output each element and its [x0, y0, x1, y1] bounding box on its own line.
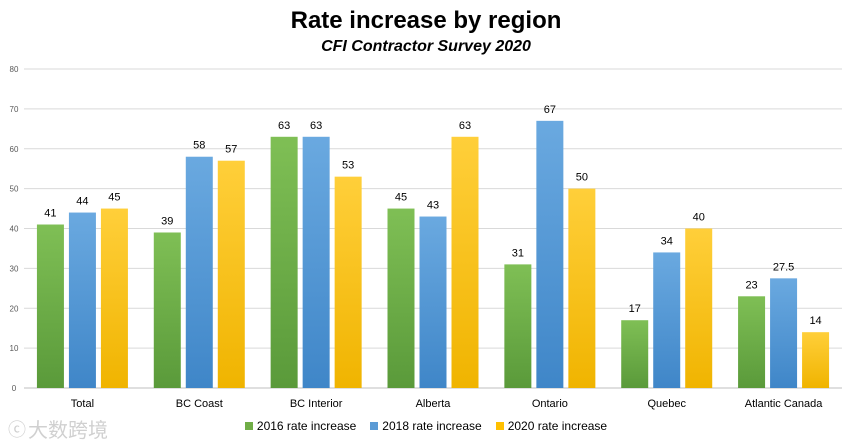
x-tick-label: Atlantic Canada	[745, 398, 824, 410]
y-tick-label: 80	[10, 65, 19, 74]
y-tick-label: 50	[10, 185, 19, 194]
x-tick-label: BC Coast	[176, 398, 223, 410]
chart-title: Rate increase by region	[290, 7, 562, 34]
bar-2018	[536, 120, 564, 389]
bar-2018	[653, 252, 681, 388]
bar-2016	[738, 296, 766, 388]
data-label: 67	[544, 104, 556, 116]
bar-2016	[504, 264, 532, 388]
legend-label-2018: 2018 rate increase	[382, 419, 482, 433]
bar-2020	[100, 208, 128, 388]
y-axis: 0 10 20 30 40 50 60 70 80	[10, 65, 19, 393]
data-labels: 41 44 45 39 58 57 63 63 53 45 43 63 31 67 50 17 34 40 23 27…	[44, 104, 821, 327]
legend-label-2016: 2016 rate increase	[256, 419, 357, 433]
watermark-text: 大数跨境	[28, 420, 108, 442]
data-label: 34	[661, 235, 673, 247]
bar-2020	[802, 332, 830, 388]
bar-2018	[185, 156, 213, 388]
y-tick-label: 70	[10, 105, 19, 114]
x-tick-label: Total	[71, 398, 94, 410]
y-tick-label: 0	[12, 384, 17, 393]
legend-swatch-2018	[370, 422, 379, 430]
data-label: 50	[576, 172, 588, 184]
legend-label-2020: 2020 rate increase	[507, 419, 608, 433]
bar-2016	[387, 208, 415, 388]
bar-2018	[770, 278, 798, 388]
bar-2018	[68, 212, 96, 388]
x-tick-label: Alberta	[416, 398, 452, 410]
y-tick-label: 10	[10, 344, 19, 353]
legend-swatch-2016	[244, 422, 253, 430]
x-tick-label: Ontario	[532, 398, 568, 410]
bar-2020	[334, 176, 362, 388]
y-tick-label: 60	[10, 145, 19, 154]
bar-2016	[36, 224, 64, 388]
data-label: 23	[745, 279, 757, 291]
legend-item-2018[interactable]: 2018 rate increase	[370, 418, 482, 434]
legend-item-2016[interactable]: 2016 rate increase	[244, 418, 357, 434]
bars	[36, 120, 830, 389]
data-label: 40	[693, 212, 705, 224]
bar-2020	[685, 228, 713, 388]
data-label: 17	[629, 303, 641, 315]
legend: 2016 rate increase 2018 rate increase 20…	[0, 418, 852, 434]
y-tick-label: 40	[10, 225, 19, 234]
data-label: 53	[342, 160, 354, 172]
legend-item-2020[interactable]: 2020 rate increase	[495, 418, 608, 434]
bar-2020	[451, 136, 479, 388]
bar-2020	[568, 188, 596, 388]
data-label: 45	[108, 192, 120, 204]
bar-2020	[217, 160, 245, 388]
data-label: 43	[427, 200, 439, 212]
bar-2018	[419, 216, 447, 388]
x-tick-label: BC Interior	[290, 398, 343, 410]
data-label: 41	[44, 208, 56, 220]
legend-swatch-2020	[495, 422, 504, 430]
data-label: 27.5	[773, 261, 794, 273]
bar-2016	[153, 232, 181, 388]
data-label: 58	[193, 140, 205, 152]
chart-subtitle: CFI Contractor Survey 2020	[321, 38, 531, 55]
data-label: 63	[310, 120, 322, 132]
watermark-logo-icon: ⓒ	[8, 419, 26, 440]
data-label: 63	[278, 120, 290, 132]
data-label: 14	[809, 315, 821, 327]
bar-2016	[621, 320, 649, 388]
data-label: 39	[161, 215, 173, 227]
data-label: 63	[459, 120, 471, 132]
data-label: 45	[395, 192, 407, 204]
data-label: 31	[512, 247, 524, 259]
y-tick-label: 30	[10, 264, 19, 273]
bar-2016	[270, 136, 298, 388]
y-tick-label: 20	[10, 304, 19, 313]
x-tick-label: Quebec	[647, 398, 686, 410]
x-axis: Total BC Coast BC Interior Alberta Ontario Qu…	[71, 398, 823, 410]
watermark: ⓒ 大数跨境	[8, 414, 108, 443]
bar-2018	[302, 136, 330, 388]
data-label: 44	[76, 196, 88, 208]
data-label: 57	[225, 144, 237, 156]
